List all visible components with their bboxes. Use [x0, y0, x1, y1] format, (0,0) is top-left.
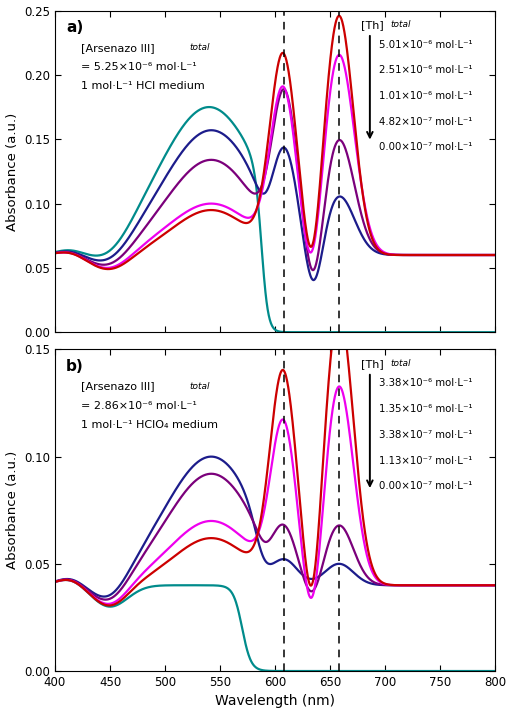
Text: 0.00×10⁻⁷ mol·L⁻¹: 0.00×10⁻⁷ mol·L⁻¹	[379, 481, 472, 491]
Text: 1.13×10⁻⁷ mol·L⁻¹: 1.13×10⁻⁷ mol·L⁻¹	[379, 456, 472, 466]
Text: [Arsenazo III]: [Arsenazo III]	[81, 43, 155, 53]
Text: total: total	[390, 20, 411, 29]
Text: 1 mol·L⁻¹ HCl medium: 1 mol·L⁻¹ HCl medium	[81, 81, 205, 91]
Text: 1 mol·L⁻¹ HClO₄ medium: 1 mol·L⁻¹ HClO₄ medium	[81, 420, 219, 430]
Text: 1.01×10⁻⁶ mol·L⁻¹: 1.01×10⁻⁶ mol·L⁻¹	[379, 91, 472, 101]
Text: = 5.25×10⁻⁶ mol·L⁻¹: = 5.25×10⁻⁶ mol·L⁻¹	[81, 62, 197, 72]
Text: 3.38×10⁻⁷ mol·L⁻¹: 3.38×10⁻⁷ mol·L⁻¹	[379, 430, 472, 440]
Text: 1.35×10⁻⁶ mol·L⁻¹: 1.35×10⁻⁶ mol·L⁻¹	[379, 404, 472, 414]
Text: a): a)	[66, 20, 83, 35]
Text: [Th]: [Th]	[361, 20, 384, 30]
Text: 3.38×10⁻⁶ mol·L⁻¹: 3.38×10⁻⁶ mol·L⁻¹	[379, 378, 472, 388]
Text: 2.51×10⁻⁶ mol·L⁻¹: 2.51×10⁻⁶ mol·L⁻¹	[379, 65, 472, 75]
Text: [Arsenazo III]: [Arsenazo III]	[81, 381, 155, 391]
Text: total: total	[189, 381, 210, 391]
Text: 0.00×10⁻⁷ mol·L⁻¹: 0.00×10⁻⁷ mol·L⁻¹	[379, 142, 472, 152]
Text: [Th]: [Th]	[361, 359, 384, 369]
Text: b): b)	[66, 359, 84, 374]
Text: 5.01×10⁻⁶ mol·L⁻¹: 5.01×10⁻⁶ mol·L⁻¹	[379, 39, 472, 49]
Y-axis label: Absorbance (a.u.): Absorbance (a.u.)	[6, 112, 18, 231]
Text: total: total	[390, 359, 411, 368]
Text: total: total	[189, 43, 210, 51]
Text: 4.82×10⁻⁷ mol·L⁻¹: 4.82×10⁻⁷ mol·L⁻¹	[379, 116, 472, 126]
Y-axis label: Absorbance (a.u.): Absorbance (a.u.)	[6, 451, 18, 569]
Text: = 2.86×10⁻⁶ mol·L⁻¹: = 2.86×10⁻⁶ mol·L⁻¹	[81, 401, 197, 411]
X-axis label: Wavelength (nm): Wavelength (nm)	[215, 695, 335, 708]
